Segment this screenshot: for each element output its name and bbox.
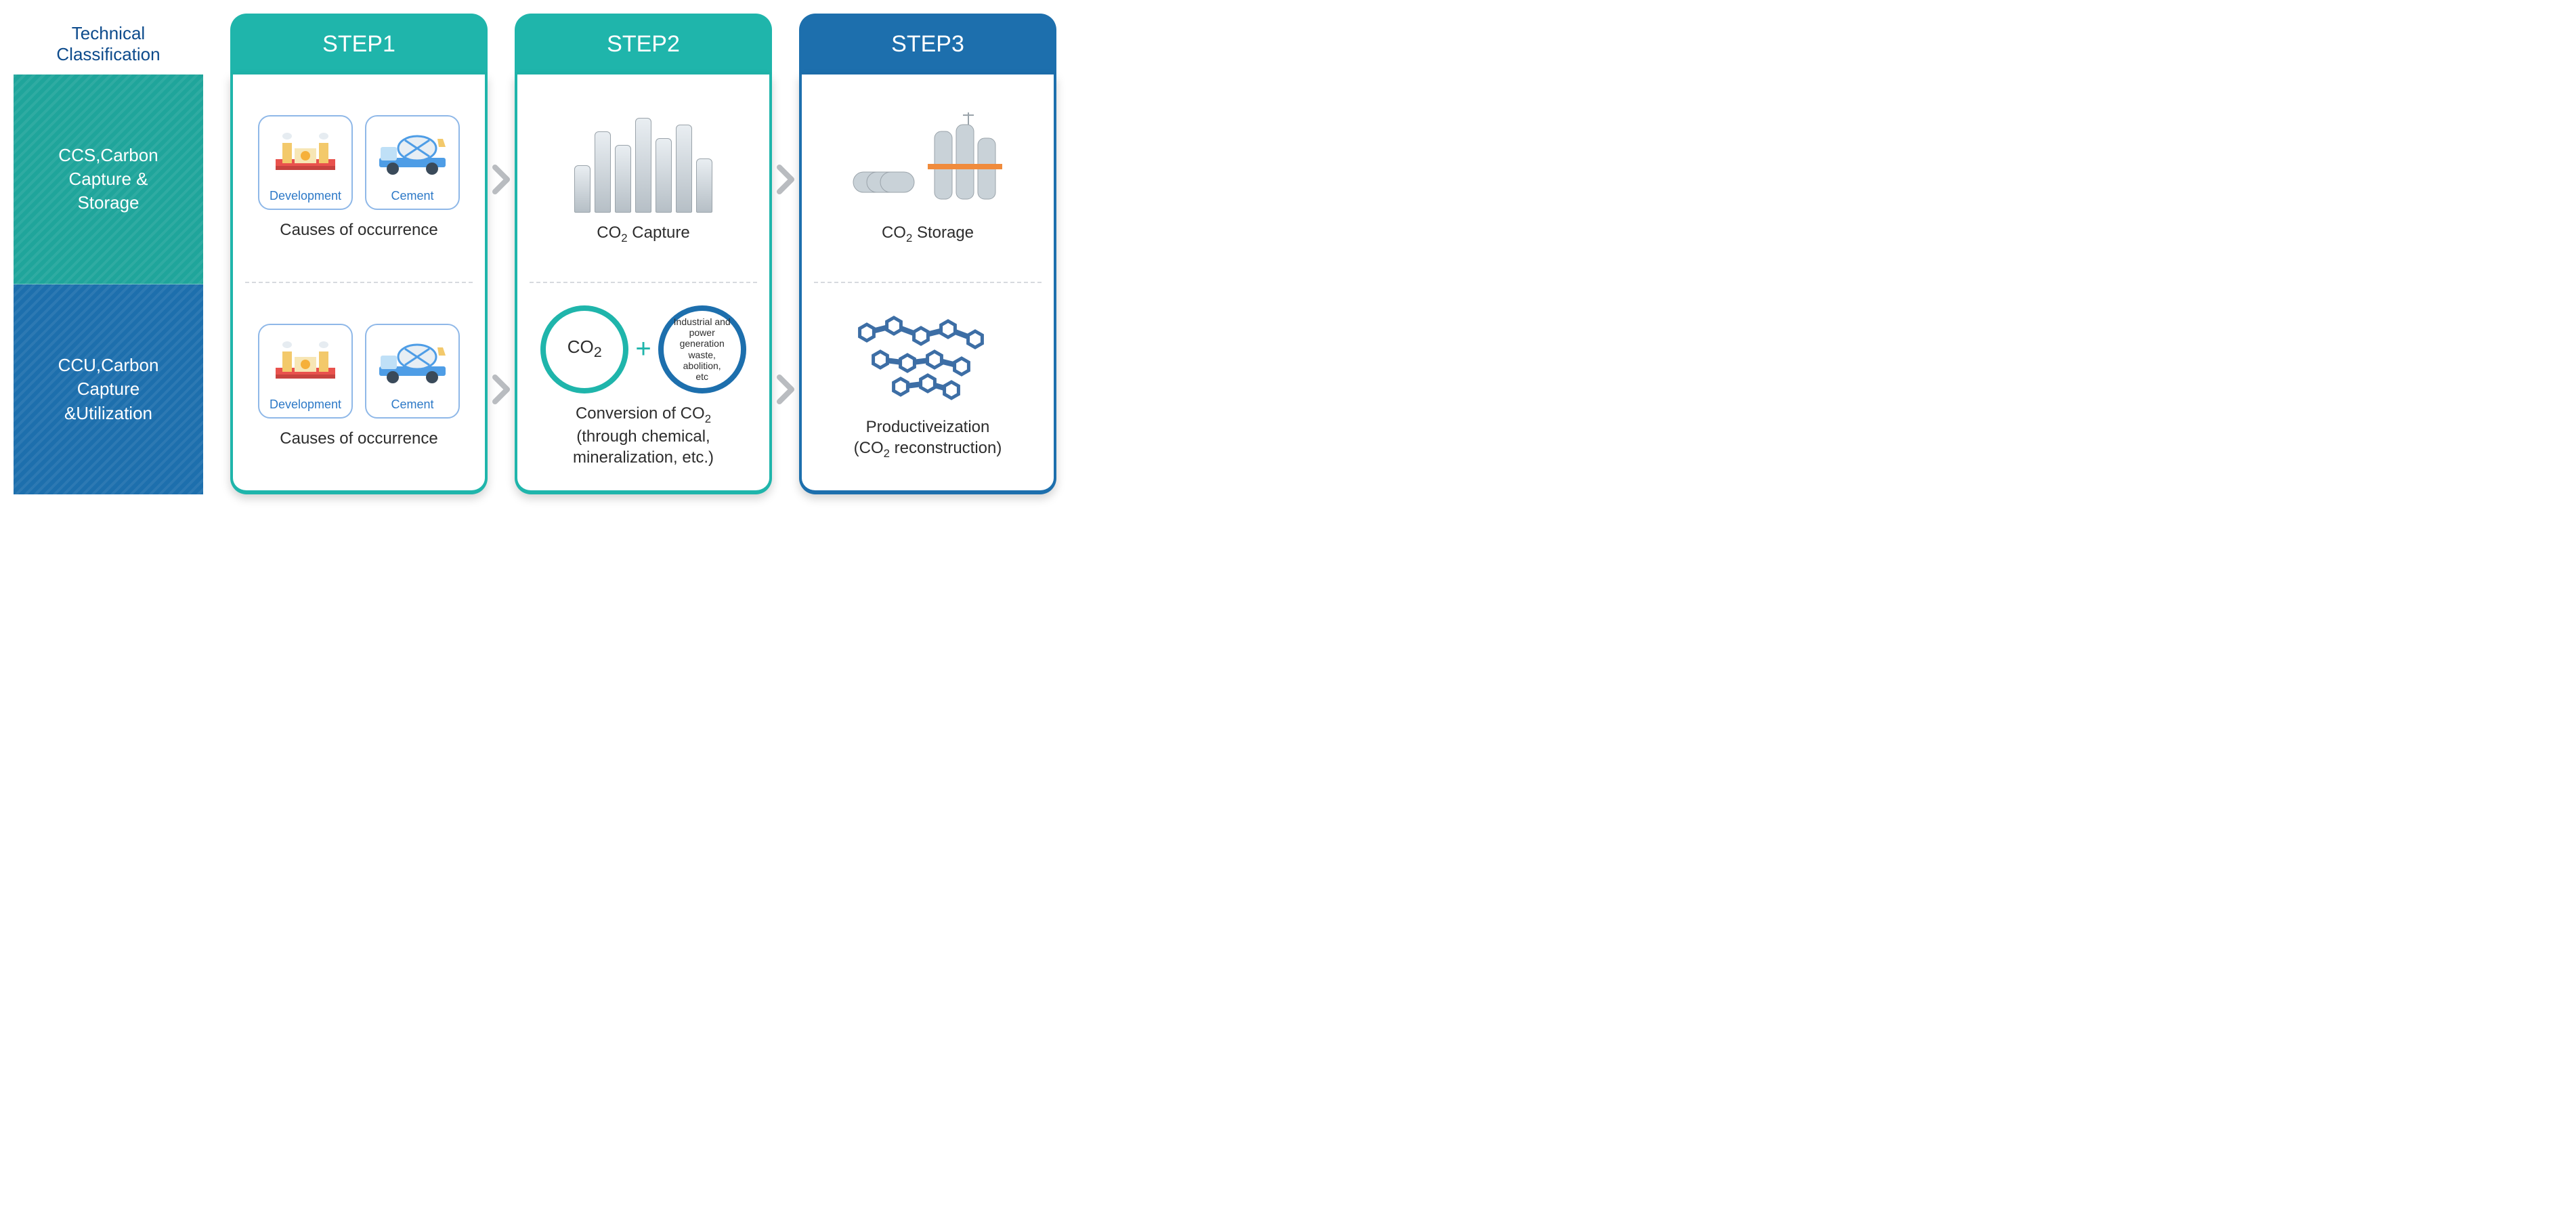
step2-card: CO2 Capture CO2 + Industrial andpowergen… — [515, 74, 772, 494]
row-label-ccu-text: CCU,CarbonCapture&Utilization — [58, 354, 159, 425]
step2-ccs-caption: CO2 Capture — [597, 222, 689, 246]
step1-ccs-caption: Causes of occurrence — [280, 219, 437, 240]
row-label-ccs-text: CCS,CarbonCapture &Storage — [58, 144, 158, 215]
arrow-icon — [772, 74, 799, 284]
step2-header-text: STEP2 — [607, 31, 680, 58]
tile-cement-label: Cement — [391, 189, 433, 203]
tile-cement: Cement — [365, 115, 460, 210]
power-plant-icon — [263, 332, 347, 393]
step3-ccu-caption: Productiveization(CO2 reconstruction) — [854, 417, 1002, 461]
tile-cement: Cement — [365, 324, 460, 419]
step1-ccu-cell: Development — [233, 283, 485, 490]
power-plant-icon — [263, 123, 347, 185]
step2-ccu-caption: Conversion of CO2(through chemical,miner… — [573, 403, 714, 469]
technical-classification-label: TechnicalClassification — [14, 14, 203, 74]
tile-development-label: Development — [270, 189, 341, 203]
row-label-ccs: CCS,CarbonCapture &Storage — [14, 74, 203, 284]
arrow-icon — [488, 74, 515, 284]
spacer — [203, 14, 230, 74]
arrow-icon — [772, 284, 799, 494]
tile-cement-label: Cement — [391, 398, 433, 412]
technical-classification-text: TechnicalClassification — [56, 23, 160, 65]
ccus-process-diagram: TechnicalClassification STEP1 STEP2 STEP… — [14, 14, 1056, 494]
tile-development: Development — [258, 115, 353, 210]
step1-ccs-cell: Development — [233, 74, 485, 282]
step1-ccu-caption: Causes of occurrence — [280, 428, 437, 449]
hex-molecule-icon — [846, 312, 1009, 407]
step3-ccu-cell: Productiveization(CO2 reconstruction) — [802, 283, 1054, 490]
step3-header: STEP3 — [799, 14, 1056, 74]
step2-header: STEP2 — [515, 14, 772, 74]
step3-ccs-cell: CO2 Storage — [802, 74, 1054, 282]
tile-development-label: Development — [270, 398, 341, 412]
factory-towers-icon — [555, 111, 731, 213]
storage-tanks-icon — [840, 111, 1016, 213]
step3-header-text: STEP3 — [891, 31, 964, 58]
cement-truck-icon — [370, 332, 454, 393]
ring-waste: Industrial andpowergenerationwaste, abol… — [658, 305, 746, 393]
step1-header-text: STEP1 — [322, 31, 395, 58]
cement-truck-icon — [370, 123, 454, 185]
ring-co2-text: CO2 — [567, 337, 602, 361]
ring-co2: CO2 — [540, 305, 628, 393]
row-label-ccu: CCU,CarbonCapture&Utilization — [14, 284, 203, 494]
spacer — [772, 14, 799, 74]
step1-ccs-tiles: Development — [258, 115, 460, 210]
spacer — [203, 74, 230, 494]
ring-waste-text: Industrial andpowergenerationwaste, abol… — [670, 316, 734, 382]
step2-ccu-cell: CO2 + Industrial andpowergenerationwaste… — [517, 283, 769, 490]
step1-header: STEP1 — [230, 14, 488, 74]
tile-development: Development — [258, 324, 353, 419]
arrow-icon — [488, 284, 515, 494]
step1-ccu-tiles: Development — [258, 324, 460, 419]
plus-icon: + — [635, 334, 651, 364]
co2-capture-text: CO2 Capture — [597, 223, 689, 242]
conversion-rings: CO2 + Industrial andpowergenerationwaste… — [540, 305, 746, 393]
step3-card: CO2 Storage Productiveization(CO2 recons… — [799, 74, 1056, 494]
step3-ccs-caption: CO2 Storage — [882, 222, 974, 246]
step2-ccs-cell: CO2 Capture — [517, 74, 769, 282]
step1-card: Development — [230, 74, 488, 494]
spacer — [488, 14, 515, 74]
